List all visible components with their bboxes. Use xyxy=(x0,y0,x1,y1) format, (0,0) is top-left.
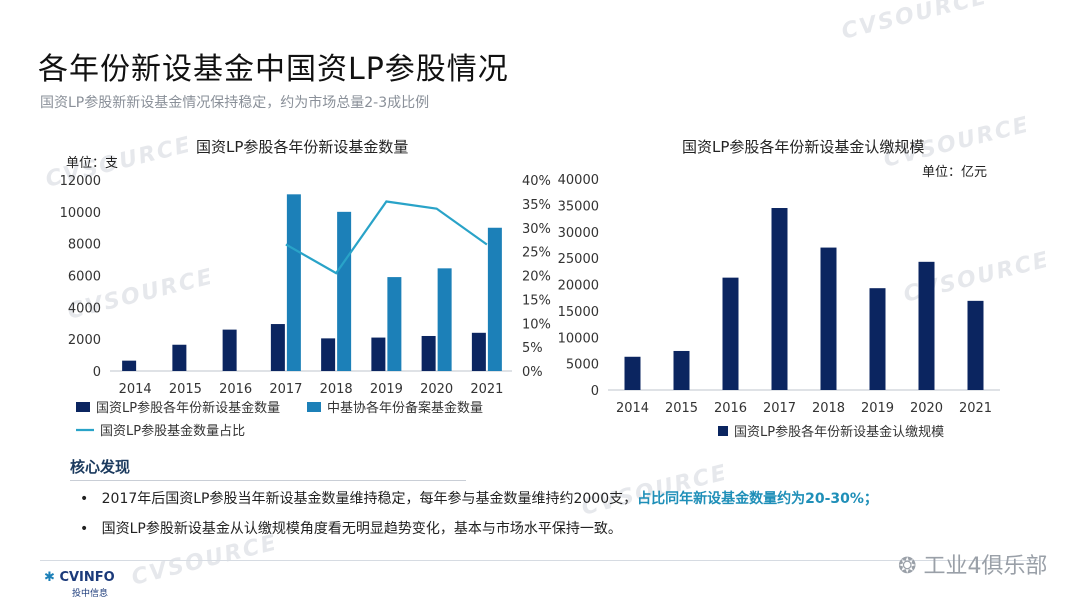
x-tick-label: 2017 xyxy=(763,401,796,416)
bar-amac-count xyxy=(437,268,452,371)
y-tick-label: 30000 xyxy=(558,226,599,241)
cvinfo-logo: ✱ CVINFO xyxy=(44,570,115,585)
bar-subscription-scale xyxy=(673,350,690,390)
x-tick-label: 2018 xyxy=(320,382,353,397)
bar-subscription-scale xyxy=(820,247,837,390)
logo-subtext: 投中信息 xyxy=(72,589,109,599)
x-tick-label: 2015 xyxy=(665,401,698,416)
finding-1-highlight: 占比同年新设基金数量约为20-30%； xyxy=(637,491,878,507)
y-tick-label: 10000 xyxy=(558,331,599,346)
y2-tick-label: 35% xyxy=(522,198,551,213)
x-tick-label: 2015 xyxy=(169,382,202,397)
bar-subscription-scale xyxy=(771,208,788,390)
chart1-unit: 单位：支 xyxy=(66,156,119,171)
x-tick-label: 2019 xyxy=(370,382,403,397)
bar-guozi-count xyxy=(270,324,285,371)
x-tick-label: 2018 xyxy=(812,401,845,416)
y2-tick-label: 10% xyxy=(522,317,551,332)
x-tick-label: 2020 xyxy=(420,382,453,397)
legend-label: 国资LP参股各年份新设基金数量 xyxy=(96,400,280,416)
y-tick-label: 6000 xyxy=(68,270,101,285)
bar-amac-count xyxy=(286,194,301,371)
x-tick-label: 2016 xyxy=(219,382,252,397)
legend-label: 中基协各年份备案基金数量 xyxy=(327,400,483,416)
findings-title: 核心发现 xyxy=(70,458,131,476)
y2-tick-label: 20% xyxy=(522,270,551,285)
bar-amac-count xyxy=(487,227,502,371)
bar-guozi-count xyxy=(172,344,187,371)
bar-subscription-scale xyxy=(869,288,886,390)
bar-subscription-scale xyxy=(624,356,641,390)
y-tick-label: 0 xyxy=(591,384,599,399)
y-tick-label: 0 xyxy=(93,365,101,380)
bar-guozi-count xyxy=(122,360,137,371)
x-tick-label: 2014 xyxy=(616,401,649,416)
page-subtitle: 国资LP参股新新设基金情况保持稳定，约为市场总量2-3成比例 xyxy=(40,95,430,111)
y2-tick-label: 15% xyxy=(522,293,551,308)
y2-tick-label: 40% xyxy=(522,174,551,189)
wechat-icon: ❂ xyxy=(898,554,917,579)
x-tick-label: 2021 xyxy=(470,382,503,397)
y-tick-label: 12000 xyxy=(60,174,101,189)
x-tick-label: 2017 xyxy=(269,382,302,397)
y2-tick-label: 5% xyxy=(522,341,543,356)
y-tick-label: 5000 xyxy=(566,358,599,373)
bar-amac-count xyxy=(387,277,402,371)
chart1-title: 国资LP参股各年份新设基金数量 xyxy=(196,138,409,156)
legend-label: 国资LP参股基金数量占比 xyxy=(100,423,245,439)
y2-tick-label: 30% xyxy=(522,222,551,237)
legend-swatch-amac xyxy=(307,402,321,412)
legend-label: 国资LP参股各年份新设基金认缴规模 xyxy=(734,424,944,440)
legend-swatch-guozi xyxy=(76,402,90,412)
wechat-text: 工业4俱乐部 xyxy=(923,554,1048,579)
x-tick-label: 2020 xyxy=(910,401,943,416)
x-tick-label: 2016 xyxy=(714,401,747,416)
bar-guozi-count xyxy=(471,332,486,371)
bar-guozi-count xyxy=(321,338,336,371)
footer-divider xyxy=(40,560,1040,561)
bar-subscription-scale xyxy=(967,300,984,390)
y-tick-label: 4000 xyxy=(68,301,101,316)
x-tick-label: 2021 xyxy=(959,401,992,416)
y-tick-label: 10000 xyxy=(60,206,101,221)
chart2-unit: 单位：亿元 xyxy=(922,165,988,180)
x-tick-label: 2019 xyxy=(861,401,894,416)
bar-subscription-scale xyxy=(722,277,739,390)
legend-swatch-scale xyxy=(718,426,728,436)
finding-bullet-1: • 2017年后国资LP参股当年新设基金数量维持稳定，每年参与基金数量维持约20… xyxy=(80,488,878,508)
x-tick-label: 2014 xyxy=(119,382,152,397)
bar-guozi-count xyxy=(421,335,436,371)
bar-guozi-count xyxy=(371,337,386,371)
y-tick-label: 15000 xyxy=(558,305,599,320)
y-tick-label: 2000 xyxy=(68,333,101,348)
logo-text: CVINFO xyxy=(59,570,115,585)
y2-tick-label: 0% xyxy=(522,365,543,380)
logo-mark-icon: ✱ xyxy=(44,570,55,585)
finding-1-text: 2017年后国资LP参股当年新设基金数量维持稳定，每年参与基金数量维持约2000… xyxy=(101,491,638,507)
wechat-watermark: ❂ 工业4俱乐部 xyxy=(898,548,1047,580)
y-tick-label: 40000 xyxy=(558,173,599,188)
finding-2-text: 国资LP参股新设基金从认缴规模角度看无明显趋势变化，基本与市场水平保持一致。 xyxy=(101,521,622,537)
ratio-line xyxy=(285,200,488,275)
bullet-mark: • xyxy=(80,491,89,507)
page-title: 各年份新设基金中国资LP参股情况 xyxy=(38,52,509,87)
y-tick-label: 25000 xyxy=(558,252,599,267)
y-tick-label: 35000 xyxy=(558,199,599,214)
y-tick-label: 20000 xyxy=(558,279,599,294)
bar-guozi-count xyxy=(222,329,237,371)
finding-bullet-2: • 国资LP参股新设基金从认缴规模角度看无明显趋势变化，基本与市场水平保持一致。 xyxy=(80,518,622,538)
bullet-mark: • xyxy=(80,521,89,537)
chart2-title: 国资LP参股各年份新设基金认缴规模 xyxy=(682,138,925,156)
y-tick-label: 8000 xyxy=(68,238,101,253)
findings-divider xyxy=(70,480,466,481)
bar-amac-count xyxy=(337,211,352,371)
y2-tick-label: 25% xyxy=(522,246,551,261)
bar-subscription-scale xyxy=(918,261,935,390)
